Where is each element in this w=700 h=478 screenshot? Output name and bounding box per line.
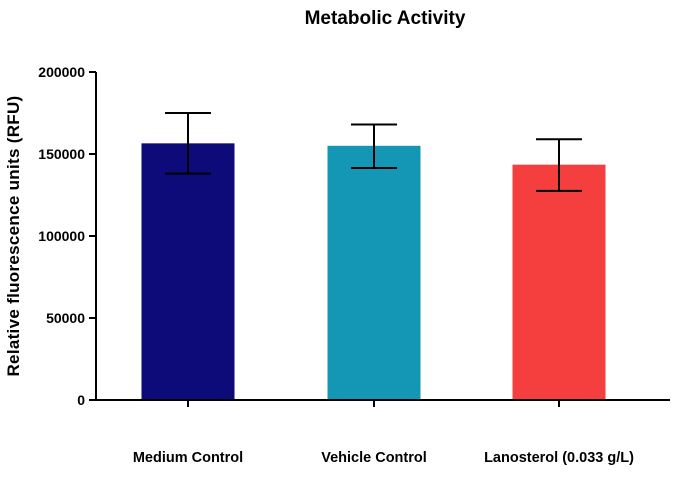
x-tick-label: Lanosterol (0.033 g/L) (484, 450, 634, 466)
y-tick-label: 200000 (38, 64, 85, 80)
plot-area: 0 50000 100000 150000 200000 Medium Control Ve… (38, 64, 670, 466)
bar-1 (141, 143, 235, 400)
x-tick-label: Vehicle Control (321, 450, 427, 466)
bar-2 (327, 145, 421, 400)
y-tick-label: 150000 (38, 146, 85, 162)
y-tick-label: 50000 (46, 310, 85, 326)
y-tick-label: 0 (77, 392, 85, 408)
y-axis-label: Relative fluorescence units (RFU) (4, 95, 23, 376)
chart-title: Metabolic Activity (305, 8, 466, 29)
x-tick-label: Medium Control (133, 450, 243, 466)
error-bar-2 (351, 123, 397, 169)
error-bar-1 (165, 112, 211, 175)
error-bar-3 (536, 138, 582, 192)
bar-3 (512, 164, 606, 400)
y-tick-label: 100000 (38, 228, 85, 244)
